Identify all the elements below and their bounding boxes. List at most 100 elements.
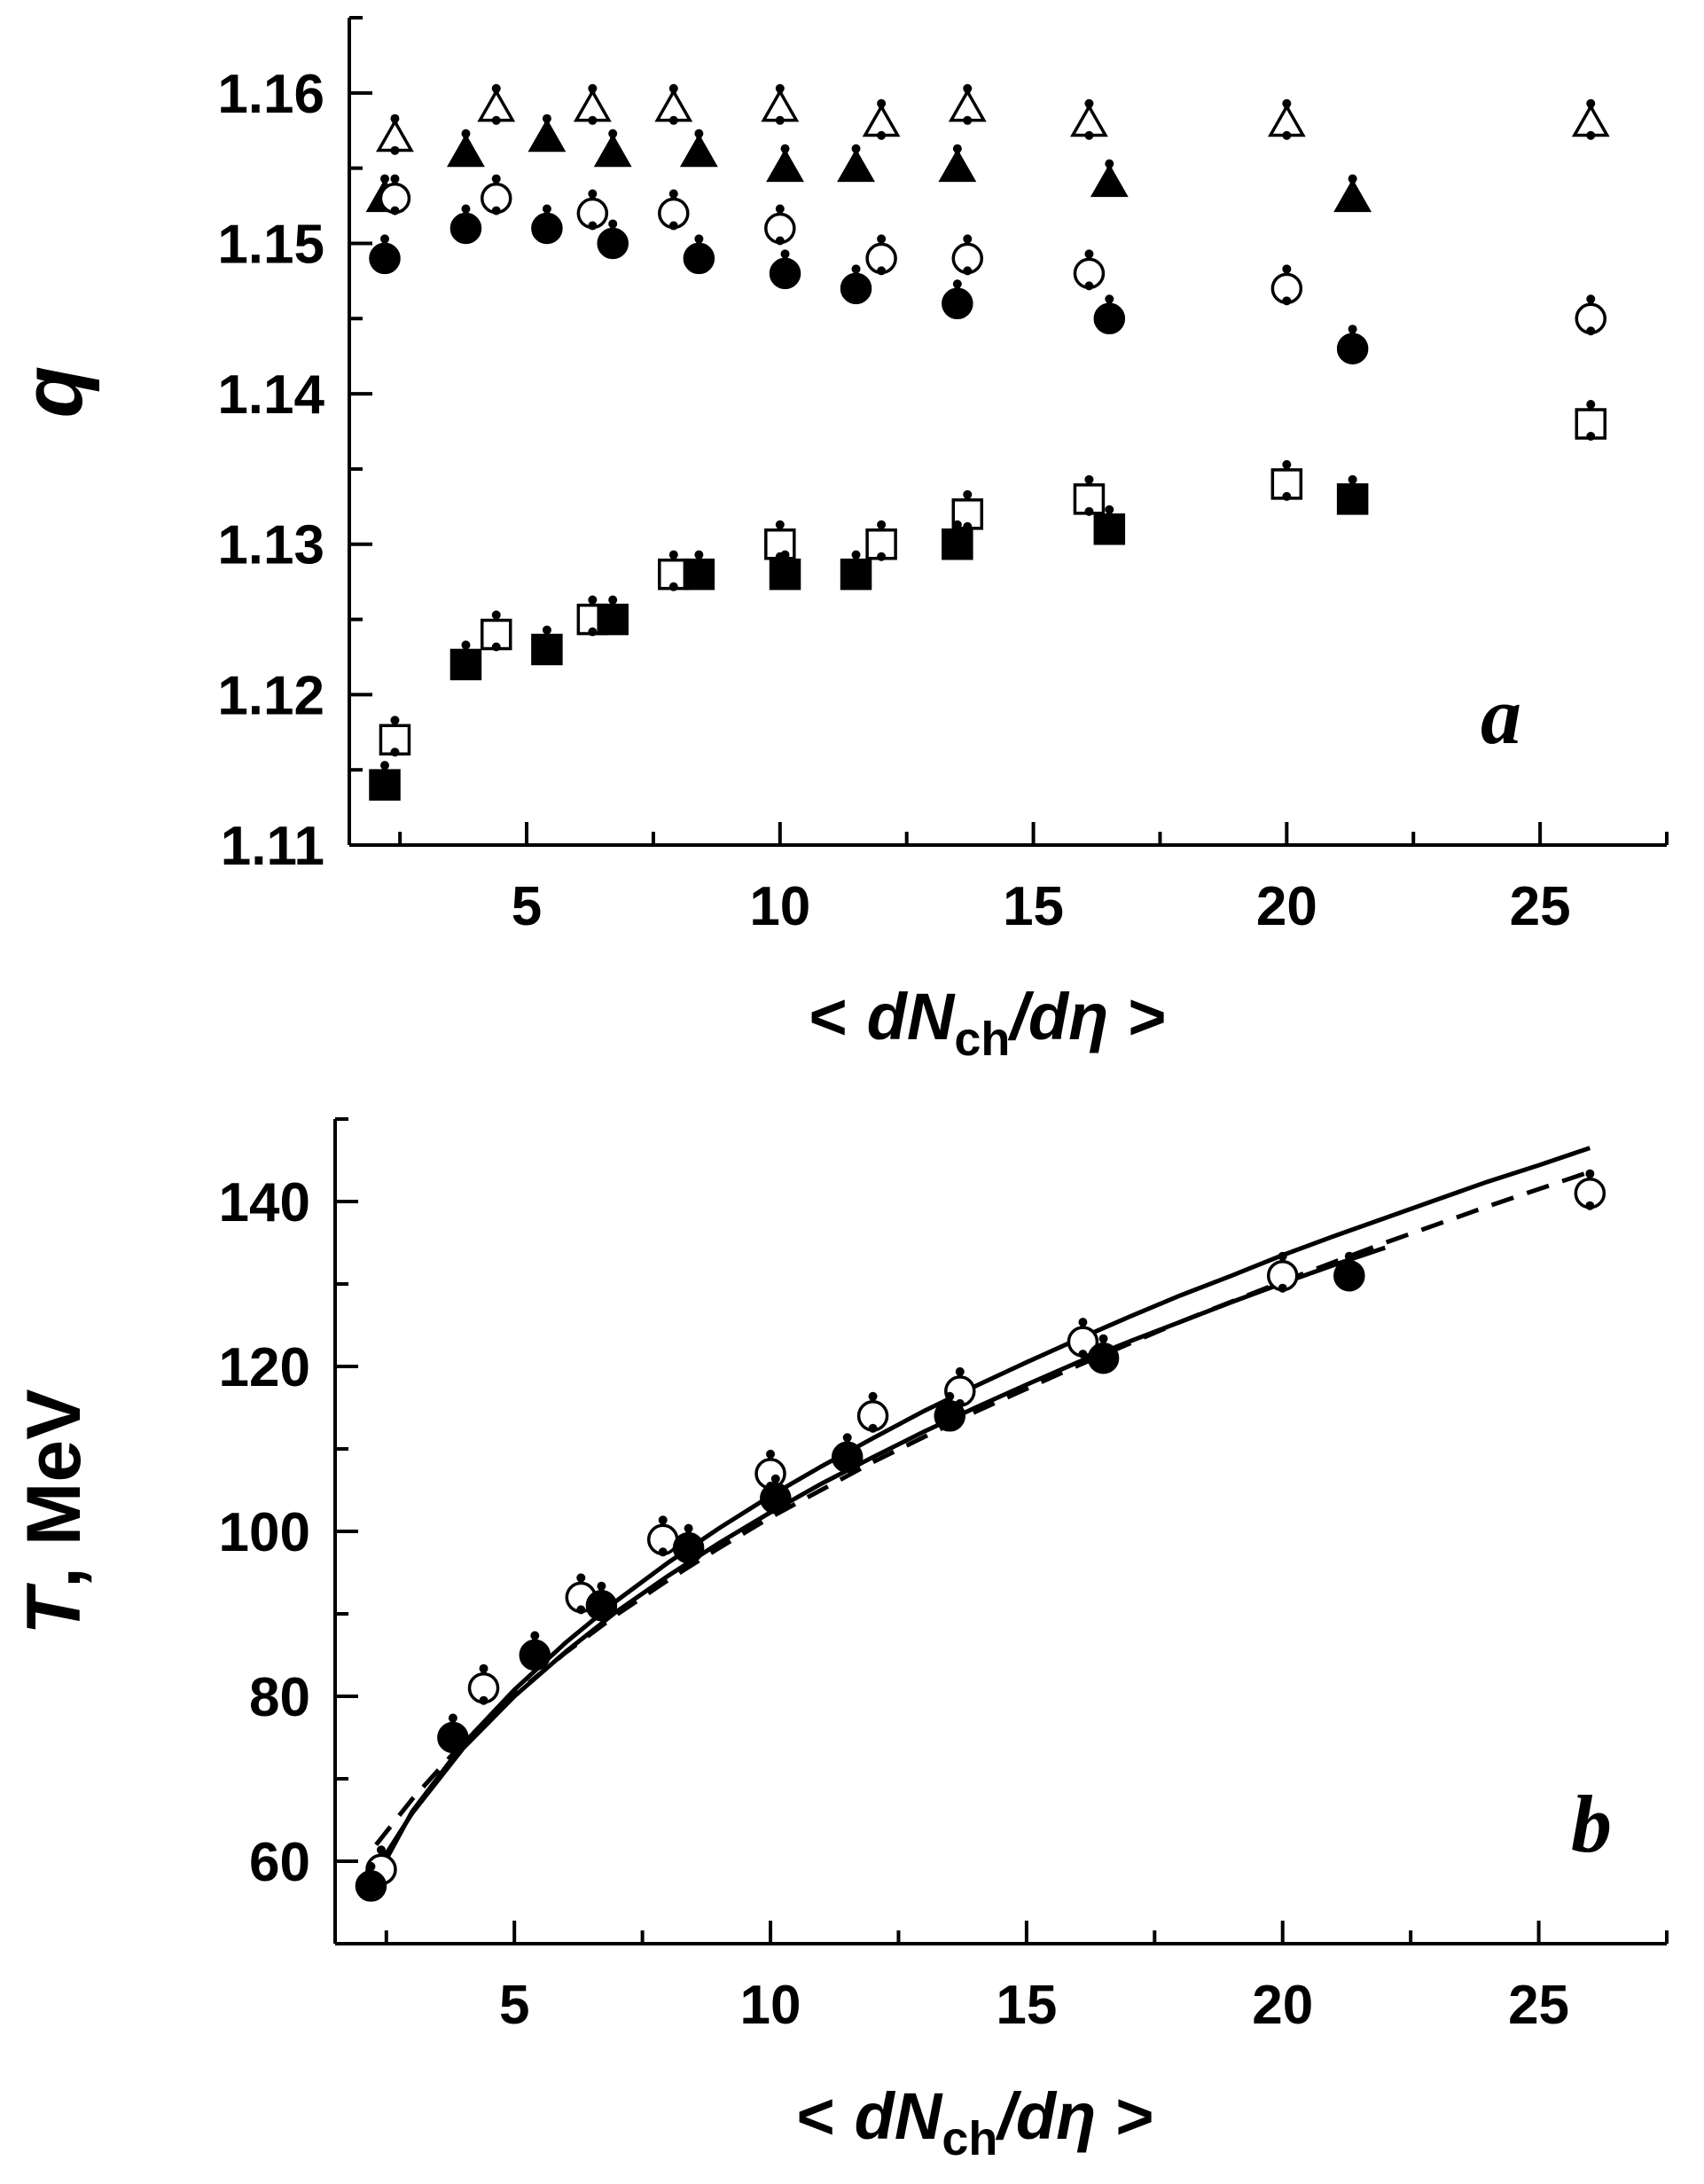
open-circle-point [1067, 1318, 1099, 1359]
x-title-lt: < [796, 2079, 834, 2153]
open-triangle-point [1070, 98, 1108, 140]
open-circle-point [1575, 294, 1607, 336]
filled-triangle-point [593, 129, 632, 168]
open-square-point [865, 520, 897, 561]
filled-square-point [531, 625, 563, 666]
panel-b-y-tick-labels: 60 80 100 120 140 [219, 1172, 310, 1893]
y-tick-label: 80 [249, 1667, 310, 1728]
open-square-point [1270, 459, 1303, 501]
x-title-d2: d [1028, 980, 1070, 1053]
y-tick-label: 1.15 [217, 214, 324, 275]
panel-b-axes [333, 1119, 1667, 1945]
y-tick-label: 120 [219, 1337, 310, 1398]
x-tick-label: 15 [996, 1975, 1057, 2036]
open-circle-point [480, 174, 512, 215]
filled-square-point [449, 640, 482, 681]
filled-square-point [683, 550, 715, 591]
filled-circle-point [760, 1474, 792, 1515]
open-triangle-point [948, 83, 987, 125]
filled-circle-point [942, 279, 973, 320]
panel-b-ticks [335, 1117, 1669, 1945]
solid-fit-open-curve [379, 1146, 1591, 1870]
panel-a-axes [348, 18, 1667, 847]
panel-a-x-tick-labels: 5 10 15 20 25 [512, 876, 1571, 937]
y-title-unit: , MeV [12, 1389, 97, 1588]
filled-circle-point [1336, 325, 1369, 364]
filled-triangle-point [679, 129, 718, 168]
x-title-d: d [867, 980, 909, 1053]
open-triangle-point [761, 83, 800, 125]
x-tick-label: 15 [1003, 876, 1064, 937]
filled-circle-point [672, 1523, 705, 1564]
open-square-point [764, 520, 796, 561]
x-title-sub: ch [942, 2112, 997, 2165]
filled-circle-point [355, 1861, 387, 1902]
open-circle-point [467, 1663, 500, 1705]
filled-circle-point [1087, 1334, 1120, 1374]
x-title-lt: < [809, 980, 847, 1053]
open-circle-point [856, 1391, 889, 1433]
panel-a-x-axis-title: < dNch/dη > [809, 980, 1166, 1066]
y-tick-label: 1.11 [221, 816, 324, 877]
x-title-n: N [895, 2079, 943, 2153]
y-tick-label: 1.12 [217, 665, 324, 726]
open-square-point [1575, 400, 1607, 442]
panel-a-y-tick-labels: 1.11 1.12 1.13 1.14 1.15 1.16 [217, 64, 324, 877]
panel-b-fit-curves [369, 1146, 1591, 1879]
open-circle-point [865, 234, 897, 276]
filled-circle-point [531, 204, 563, 245]
panel-a-label: a [1481, 670, 1521, 761]
open-triangle-point [573, 83, 612, 125]
solid-fit-filled-curve [369, 1245, 1387, 1879]
filled-circle-point [449, 204, 482, 245]
open-circle-point [576, 189, 609, 231]
filled-circle-point [597, 219, 629, 260]
filled-circle-point [369, 234, 401, 275]
open-circle-point [646, 1515, 679, 1557]
filled-triangle-point [938, 144, 977, 183]
filled-circle-point [683, 234, 715, 275]
panel-b-label: b [1571, 1779, 1612, 1869]
dashed-fit-curve [374, 1170, 1591, 1846]
open-triangle-point [477, 83, 516, 125]
filled-circle-point [840, 264, 872, 305]
filled-circle-point [831, 1433, 864, 1474]
open-circle-point [379, 174, 411, 215]
open-circle-point [1574, 1169, 1606, 1210]
x-title-eta: η [1056, 2079, 1096, 2153]
y-tick-label: 140 [219, 1172, 310, 1233]
open-circle-point [658, 189, 690, 231]
panel-b-data-points [355, 1169, 1606, 1902]
y-tick-label: 1.14 [217, 364, 324, 426]
x-title-gt: > [1115, 2079, 1153, 2153]
filled-circle-point [519, 1631, 551, 1671]
filled-square-point [942, 520, 973, 560]
x-tick-label: 20 [1252, 1975, 1313, 2036]
filled-circle-point [1093, 294, 1126, 335]
filled-circle-point [585, 1581, 618, 1622]
open-square-point [1073, 474, 1106, 516]
filled-circle-point [934, 1391, 965, 1432]
open-triangle-point [1571, 98, 1610, 140]
open-triangle-point [654, 83, 693, 125]
x-tick-label: 10 [749, 876, 810, 937]
x-title-d2: d [1016, 2079, 1058, 2153]
y-tick-label: 1.13 [217, 515, 324, 576]
filled-triangle-point [1090, 159, 1129, 198]
x-title-gt: > [1128, 980, 1166, 1053]
y-title-t: T [12, 1583, 97, 1635]
x-tick-label: 25 [1510, 876, 1571, 937]
filled-triangle-point [766, 144, 804, 183]
open-circle-point [764, 204, 796, 246]
open-square-point [379, 716, 411, 757]
filled-triangle-point [837, 144, 875, 183]
x-tick-label: 20 [1256, 876, 1317, 937]
open-triangle-point [1267, 98, 1306, 140]
x-tick-label: 10 [740, 1975, 801, 2036]
open-circle-point [1073, 249, 1106, 291]
x-tick-label: 5 [499, 1975, 529, 2036]
filled-square-point [369, 761, 401, 801]
panel-b-y-axis-title: T, MeV [12, 1389, 97, 1634]
